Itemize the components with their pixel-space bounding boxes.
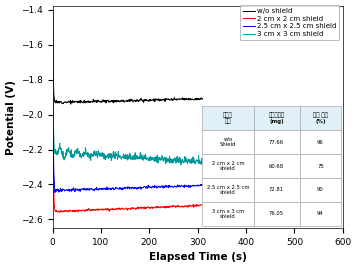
3 cm x 3 cm shield [201,160,205,163]
Line: 3 cm x 3 cm shield: 3 cm x 3 cm shield [53,8,203,165]
2 cm x 2 cm shield [58,211,62,214]
w/o shield [159,99,164,102]
Y-axis label: Potential (V): Potential (V) [6,80,16,155]
3 cm x 3 cm shield [89,155,94,158]
2.5 cm x 2.5 cm shield [53,191,57,194]
2 cm x 2 cm shield [145,205,150,209]
2.5 cm x 2.5 cm shield [110,186,115,189]
Line: 2.5 cm x 2.5 cm shield: 2.5 cm x 2.5 cm shield [53,11,203,192]
w/o shield [110,99,115,102]
Legend: w/o shield, 2 cm x 2 cm shield, 2.5 cm x 2.5 cm shield, 3 cm x 3 cm shield: w/o shield, 2 cm x 2 cm shield, 2.5 cm x… [240,5,340,40]
Line: 2 cm x 2 cm shield: 2 cm x 2 cm shield [53,10,203,213]
3 cm x 3 cm shield [151,156,155,159]
w/o shield [100,100,104,103]
3 cm x 3 cm shield [139,157,143,160]
2.5 cm x 2.5 cm shield [160,185,164,188]
2.5 cm x 2.5 cm shield [145,187,150,190]
w/o shield [69,103,73,106]
3 cm x 3 cm shield [119,155,123,158]
2.5 cm x 2.5 cm shield [100,187,104,191]
3 cm x 3 cm shield [77,150,81,153]
2 cm x 2 cm shield [160,205,164,209]
X-axis label: Elapsed Time (s): Elapsed Time (s) [149,252,247,262]
w/o shield [145,99,150,102]
w/o shield [51,8,55,11]
2 cm x 2 cm shield [51,8,55,11]
2 cm x 2 cm shield [159,205,164,209]
2.5 cm x 2.5 cm shield [159,184,164,188]
2 cm x 2 cm shield [110,207,115,210]
w/o shield [160,98,164,101]
2.5 cm x 2.5 cm shield [69,188,73,191]
Line: w/o shield: w/o shield [53,9,203,104]
3 cm x 3 cm shield [179,163,183,167]
2.5 cm x 2.5 cm shield [51,9,55,13]
2.5 cm x 2.5 cm shield [201,183,205,186]
2 cm x 2 cm shield [201,203,205,207]
w/o shield [69,100,73,103]
2 cm x 2 cm shield [69,209,73,212]
2 cm x 2 cm shield [100,209,104,212]
w/o shield [201,97,205,100]
3 cm x 3 cm shield [164,162,168,165]
3 cm x 3 cm shield [51,6,55,9]
